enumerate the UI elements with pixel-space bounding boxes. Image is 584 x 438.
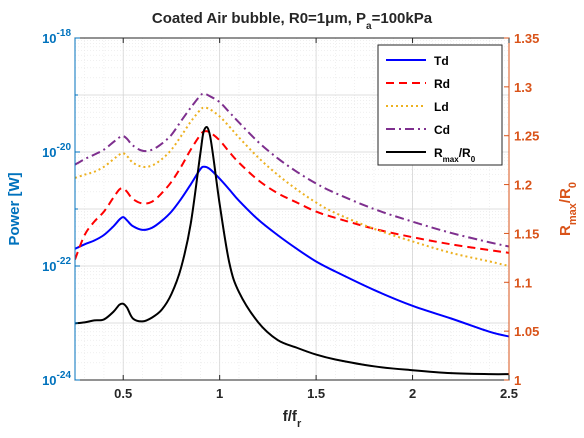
series-line-rmax — [75, 126, 509, 376]
x-tick-label: 1 — [216, 386, 223, 401]
legend-label-rmax: Rmax/R0 — [434, 146, 476, 164]
legend-label-td: Td — [434, 54, 449, 68]
chart-title: Coated Air bubble, R0=1μm, Pa=100kPa — [152, 10, 433, 32]
right-tick-label: 1.3 — [514, 80, 532, 95]
right-tick-label: 1 — [514, 373, 521, 388]
series-layer — [75, 92, 509, 376]
x-tick-label: 2 — [409, 386, 416, 401]
left-axis-label: Power [W] — [6, 172, 23, 245]
legend-label-cd: Cd — [434, 123, 450, 137]
right-tick-label: 1.05 — [514, 324, 539, 339]
left-tick-label: 10-24 — [42, 370, 71, 388]
right-tick-label: 1.25 — [514, 129, 539, 144]
x-tick-label: 1.5 — [307, 386, 325, 401]
right-tick-label: 1.35 — [514, 31, 539, 46]
x-axis-label: f/fr — [283, 408, 302, 430]
series-line-ld — [75, 106, 509, 267]
right-tick-label: 1.15 — [514, 226, 539, 241]
legend-box — [377, 44, 503, 166]
legend-label-ld: Ld — [434, 100, 449, 114]
axes — [74, 37, 510, 381]
x-tick-label: 2.5 — [500, 386, 518, 401]
legend: Td Rd Ld Cd Rmax/R0 — [377, 44, 503, 166]
left-tick-label: 10-20 — [42, 142, 71, 160]
legend-label-rd: Rd — [434, 77, 450, 91]
grid — [75, 37, 510, 381]
right-tick-label: 1.2 — [514, 178, 532, 193]
right-axis-label: Rmax/R0 — [557, 182, 579, 236]
series-line-cd — [75, 92, 509, 248]
x-tick-label: 0.5 — [114, 386, 132, 401]
right-tick-label: 1.1 — [514, 275, 532, 290]
labels: 0.5 1 1.5 2 2.5 10-18 10-20 10-22 10-24 1 1.05 1.1 1… — [6, 10, 579, 430]
left-tick-label: 10-18 — [42, 28, 71, 46]
series-line-td — [75, 165, 509, 338]
series-line-rd — [75, 130, 509, 260]
left-tick-label: 10-22 — [42, 256, 71, 274]
